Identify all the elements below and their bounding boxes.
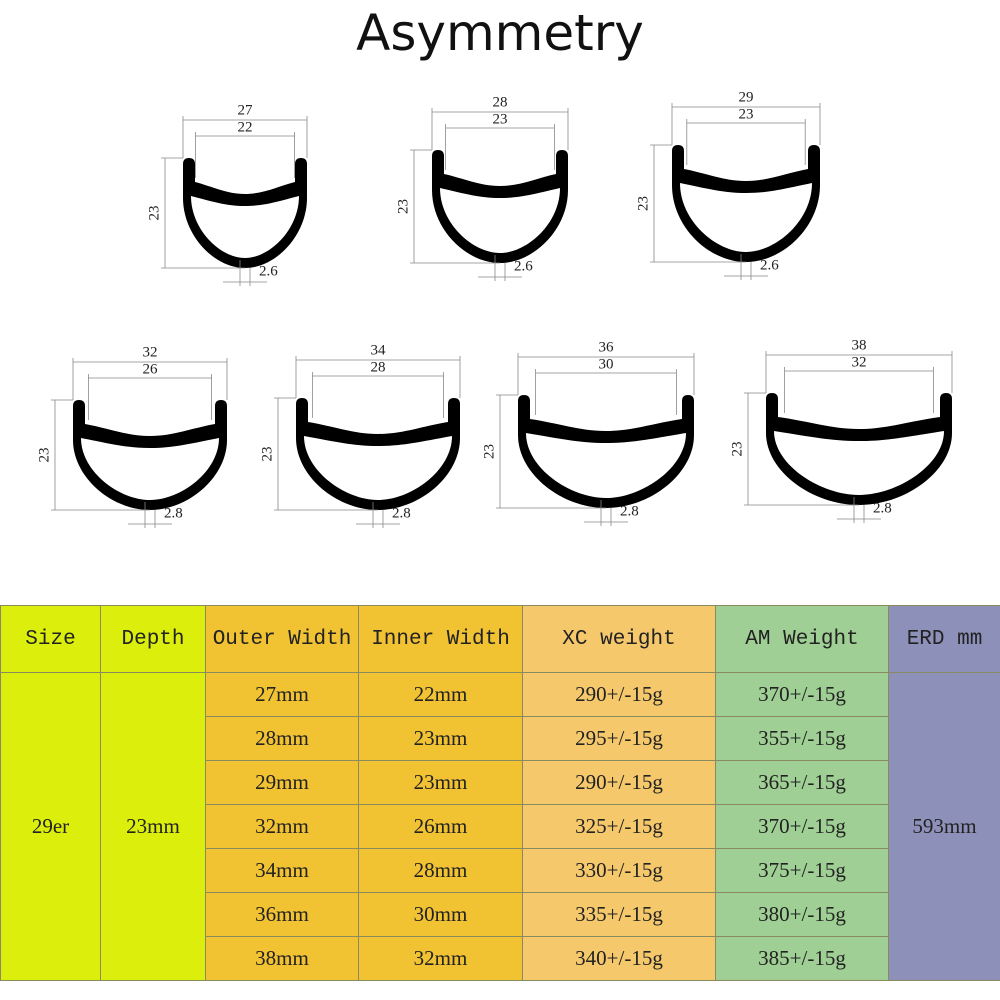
table-cell: Size: [0, 605, 101, 673]
table-cell: XC weight: [522, 605, 716, 673]
depth-label: 23: [36, 448, 52, 463]
table-cell: 290+/-15g: [522, 672, 716, 717]
table-cell: 330+/-15g: [522, 848, 716, 893]
table-cell: 370+/-15g: [715, 672, 889, 717]
depth-label: 23: [146, 206, 162, 221]
table-cell: 335+/-15g: [522, 892, 716, 937]
table-cell: 29mm: [205, 760, 359, 805]
profiles: 2722232.62823232.62923232.63226232.83428…: [36, 89, 953, 528]
table-row: Size Depth Outer Width Inner Width XC weight…: [0, 605, 1000, 673]
rim-chamber: [774, 431, 944, 495]
table-row: 32mm 26mm 325+/-15g 370+/-15g: [1, 804, 1000, 849]
rim-chamber: [526, 433, 686, 498]
outer-width-label: 34: [371, 342, 387, 358]
table-cell: 23mm: [100, 672, 206, 981]
table-cell: 340+/-15g: [522, 936, 716, 981]
table-cell: Outer Width: [205, 605, 359, 673]
inner-width-label: 28: [371, 359, 386, 375]
table-cell: 32mm: [358, 936, 523, 981]
table-cell: 295+/-15g: [522, 716, 716, 761]
thickness-label: 2.6: [259, 263, 278, 279]
outer-width-label: 32: [143, 344, 158, 360]
thickness-label: 2.8: [164, 505, 183, 521]
table-cell: 23mm: [358, 716, 523, 761]
rim-chamber: [680, 183, 812, 252]
inner-width-label: 32: [852, 354, 867, 370]
inner-width-label: 23: [493, 111, 508, 127]
table-cell: 38mm: [205, 936, 359, 981]
table-cell: 26mm: [358, 804, 523, 849]
table-cell: 385+/-15g: [715, 936, 889, 981]
rim-chamber: [304, 436, 452, 500]
outer-width-label: 36: [599, 339, 615, 355]
thickness-label: 2.8: [392, 505, 411, 521]
outer-width-label: 38: [852, 337, 867, 353]
thickness-label: 2.6: [760, 257, 779, 273]
table-cell: 380+/-15g: [715, 892, 889, 937]
depth-label: 23: [395, 199, 411, 214]
table-row: 34mm 28mm 330+/-15g 375+/-15g: [1, 848, 1000, 893]
depth-label: 23: [635, 196, 651, 211]
thickness-label: 2.8: [620, 503, 639, 519]
depth-label: 23: [481, 444, 497, 459]
rim-chamber: [81, 438, 219, 500]
rim-chamber: [440, 188, 560, 253]
inner-width-label: 26: [143, 361, 159, 377]
table-cell: 30mm: [358, 892, 523, 937]
table-cell: AM Weight: [715, 605, 889, 673]
table-cell: 34mm: [205, 848, 359, 893]
outer-width-label: 27: [238, 102, 254, 118]
table-row: 28mm 23mm 295+/-15g 355+/-15g: [1, 716, 1000, 761]
table-cell: 28mm: [358, 848, 523, 893]
table-row: 38mm 32mm 340+/-15g 385+/-15g: [1, 936, 1000, 981]
table-row: 29er 23mm 27mm 22mm 290+/-15g 370+/-15g 593mm: [0, 672, 1000, 981]
inner-width-label: 22: [238, 119, 253, 135]
table-cell: 370+/-15g: [715, 804, 889, 849]
table-cell: 290+/-15g: [522, 760, 716, 805]
table-cell: 32mm: [205, 804, 359, 849]
depth-label: 23: [259, 447, 275, 462]
table-cell: 27mm: [205, 672, 359, 717]
table-cell: 29er: [0, 672, 101, 981]
table-cell: 375+/-15g: [715, 848, 889, 893]
table-cell: 355+/-15g: [715, 716, 889, 761]
table-cell: Inner Width: [358, 605, 523, 673]
inner-width-label: 30: [599, 356, 614, 372]
table-cell: Depth: [100, 605, 206, 673]
table-row: 29mm 23mm 290+/-15g 365+/-15g: [1, 760, 1000, 805]
rim-chamber: [191, 196, 299, 258]
outer-width-label: 28: [493, 94, 508, 110]
table-cell: 28mm: [205, 716, 359, 761]
inner-width-label: 23: [739, 106, 754, 122]
title: Asymmetry: [356, 4, 644, 62]
outer-width-label: 29: [739, 89, 754, 105]
thickness-label: 2.8: [873, 500, 892, 516]
table-cell: 365+/-15g: [715, 760, 889, 805]
table-cell: 22mm: [358, 672, 523, 717]
table-row: 36mm 30mm 335+/-15g 380+/-15g: [1, 892, 1000, 937]
thickness-label: 2.6: [514, 258, 533, 274]
spec-table: Size Depth Outer Width Inner Width XC weight…: [0, 605, 1000, 981]
depth-label: 23: [729, 442, 745, 457]
table-cell: 593mm: [888, 672, 1000, 981]
table-cell: ERD mm: [888, 605, 1000, 673]
table-cell: 36mm: [205, 892, 359, 937]
table-cell: 325+/-15g: [522, 804, 716, 849]
table-cell: 23mm: [358, 760, 523, 805]
